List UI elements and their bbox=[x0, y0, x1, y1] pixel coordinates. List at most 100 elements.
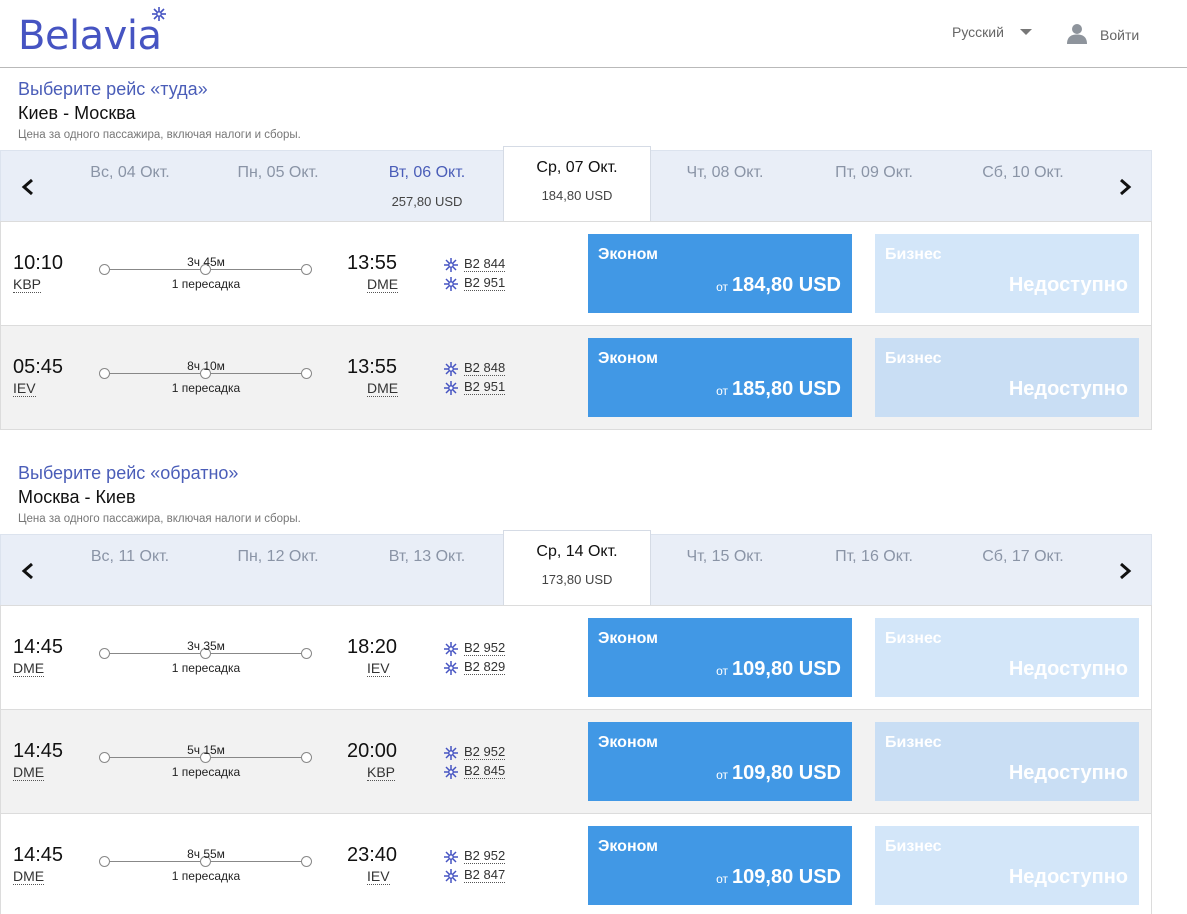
flight-duration: 8ч 55м bbox=[187, 847, 225, 861]
flight-number-link[interactable]: B2 952 bbox=[443, 743, 506, 762]
timeline-start-dot bbox=[99, 368, 110, 379]
arrival-airport-code[interactable]: IEV bbox=[367, 868, 390, 885]
departure-time: 05:45 bbox=[13, 356, 64, 378]
flight-number-link[interactable]: B2 845 bbox=[443, 762, 506, 781]
date-tab[interactable]: Пт, 09 Окт. bbox=[835, 164, 913, 181]
flight-number-link[interactable]: B2 844 bbox=[443, 255, 506, 274]
date-tab[interactable]: Сб, 10 Окт. bbox=[982, 164, 1064, 181]
flight-row[interactable]: 05:45 IEV 8ч 10м 1 пересадка 13:55 DME B… bbox=[1, 325, 1151, 429]
outbound-title: Выберите рейс «туда» bbox=[18, 79, 208, 99]
departure-airport-code[interactable]: DME bbox=[13, 660, 45, 677]
arrival-time: 23:40 bbox=[347, 844, 398, 866]
business-fare-button: Бизнес Недоступно bbox=[875, 338, 1139, 417]
price-note: Цена за одного пассажира, включая налоги… bbox=[18, 129, 301, 141]
airline-snowflake-icon bbox=[443, 361, 459, 377]
date-tab[interactable]: Вс, 11 Окт. bbox=[90, 548, 170, 565]
flight-number-link[interactable]: B2 848 bbox=[443, 359, 506, 378]
flight-timeline: 5ч 15м 1 пересадка bbox=[99, 743, 313, 780]
airline-snowflake-icon bbox=[443, 257, 459, 273]
date-tab[interactable]: Сб, 17 Окт. bbox=[982, 548, 1064, 565]
chevron-left-icon[interactable] bbox=[18, 175, 38, 199]
airline-snowflake-icon bbox=[443, 764, 459, 780]
flight-timeline: 8ч 55м 1 пересадка bbox=[99, 847, 313, 884]
chevron-right-icon[interactable] bbox=[1115, 175, 1135, 199]
departure-airport-code[interactable]: IEV bbox=[13, 380, 36, 397]
timeline-start-dot bbox=[99, 856, 110, 867]
timeline-end-dot bbox=[301, 648, 312, 659]
departure-time: 14:45 bbox=[13, 844, 64, 866]
arrival-airport-code[interactable]: DME bbox=[367, 380, 399, 397]
outbound-route: Киев - Москва bbox=[18, 103, 136, 123]
departure-airport-code[interactable]: KBP bbox=[13, 276, 42, 293]
stops-count: 1 пересадка bbox=[171, 381, 241, 395]
language-label: Русский bbox=[952, 24, 1004, 40]
outbound-flight-list: 10:10 KBP 3ч 45м 1 пересадка 13:55 DME B… bbox=[0, 221, 1152, 430]
fare-class-label: Бизнес bbox=[885, 734, 942, 751]
chevron-left-icon[interactable] bbox=[18, 559, 38, 583]
fare-price: от 109,80 USD bbox=[716, 658, 841, 680]
inbound-section: Выберите рейс «обратно» Москва - Киев Це… bbox=[18, 462, 1170, 526]
flight-row[interactable]: 14:45 DME 8ч 55м 1 пересадка 23:40 IEV B… bbox=[1, 813, 1151, 914]
date-price: 184,80 USD bbox=[541, 188, 613, 203]
fare-class-label: Бизнес bbox=[885, 838, 942, 855]
snowflake-logo-icon bbox=[151, 6, 167, 27]
economy-fare-button[interactable]: Эконом от 184,80 USD bbox=[588, 234, 852, 313]
departure-airport-code[interactable]: DME bbox=[13, 868, 45, 885]
login-label: Войти bbox=[1100, 26, 1140, 43]
date-tab[interactable]: Пн, 05 Окт. bbox=[237, 164, 319, 181]
arrival-airport-code[interactable]: KBP bbox=[367, 764, 396, 781]
fare-class-label: Бизнес bbox=[885, 350, 942, 367]
fare-price: от 109,80 USD bbox=[716, 866, 841, 888]
date-tab[interactable]: Вт, 06 Окт. 257,80 USD bbox=[353, 151, 501, 223]
date-tab-selected[interactable]: Ср, 14 Окт. 173,80 USD bbox=[503, 530, 651, 607]
arrival-airport-code[interactable]: DME bbox=[367, 276, 399, 293]
fare-class-label: Эконом bbox=[598, 734, 659, 751]
language-selector[interactable]: Русский bbox=[952, 24, 1032, 40]
flight-row[interactable]: 14:45 DME 3ч 35м 1 пересадка 18:20 IEV B… bbox=[1, 605, 1151, 709]
timeline-transfer-dot bbox=[200, 752, 211, 763]
flight-number-link[interactable]: B2 951 bbox=[443, 274, 506, 293]
stops-count: 1 пересадка bbox=[171, 277, 241, 291]
flight-number-link[interactable]: B2 952 bbox=[443, 847, 506, 866]
flight-numbers: B2 952 B2 845 bbox=[443, 743, 506, 781]
departure-airport-code[interactable]: DME bbox=[13, 764, 45, 781]
flight-duration: 3ч 35м bbox=[187, 639, 225, 653]
economy-fare-button[interactable]: Эконом от 109,80 USD bbox=[588, 722, 852, 801]
flight-row[interactable]: 14:45 DME 5ч 15м 1 пересадка 20:00 KBP B… bbox=[1, 709, 1151, 813]
timeline-end-dot bbox=[301, 368, 312, 379]
date-tab-selected[interactable]: Ср, 07 Окт. 184,80 USD bbox=[503, 146, 651, 223]
flight-duration: 5ч 15м bbox=[187, 743, 225, 757]
stops-count: 1 пересадка bbox=[171, 869, 241, 883]
business-fare-button: Бизнес Недоступно bbox=[875, 826, 1139, 905]
flight-row[interactable]: 10:10 KBP 3ч 45м 1 пересадка 13:55 DME B… bbox=[1, 221, 1151, 325]
airline-snowflake-icon bbox=[443, 868, 459, 884]
date-tab[interactable]: Пт, 16 Окт. bbox=[835, 548, 913, 565]
date-tab[interactable]: Чт, 08 Окт. bbox=[686, 164, 764, 181]
flight-number-link[interactable]: B2 847 bbox=[443, 866, 506, 885]
timeline-start-dot bbox=[99, 648, 110, 659]
flight-number-link[interactable]: B2 829 bbox=[443, 658, 506, 677]
chevron-right-icon[interactable] bbox=[1115, 559, 1135, 583]
date-tab[interactable]: Вс, 04 Окт. bbox=[90, 164, 170, 181]
arrival-time: 20:00 bbox=[347, 740, 398, 762]
timeline-start-dot bbox=[99, 264, 110, 275]
flight-numbers: B2 952 B2 829 bbox=[443, 639, 506, 677]
flight-numbers: B2 952 B2 847 bbox=[443, 847, 506, 885]
date-tab[interactable]: Вт, 13 Окт. bbox=[388, 548, 466, 565]
economy-fare-button[interactable]: Эконом от 109,80 USD bbox=[588, 826, 852, 905]
date-tab[interactable]: Пн, 12 Окт. bbox=[237, 548, 319, 565]
fare-price: от 109,80 USD bbox=[716, 762, 841, 784]
belavia-logo[interactable]: Belavia bbox=[18, 7, 166, 58]
flight-number-link[interactable]: B2 952 bbox=[443, 639, 506, 658]
login-button[interactable]: Войти bbox=[1066, 22, 1139, 47]
arrival-airport-code[interactable]: IEV bbox=[367, 660, 390, 677]
economy-fare-button[interactable]: Эконом от 109,80 USD bbox=[588, 618, 852, 697]
timeline-end-dot bbox=[301, 752, 312, 763]
flight-number-link[interactable]: B2 951 bbox=[443, 378, 506, 397]
fare-class-label: Эконом bbox=[598, 246, 659, 263]
airline-snowflake-icon bbox=[443, 641, 459, 657]
arrival-time: 13:55 bbox=[347, 252, 398, 274]
economy-fare-button[interactable]: Эконом от 185,80 USD bbox=[588, 338, 852, 417]
date-tab[interactable]: Чт, 15 Окт. bbox=[686, 548, 764, 565]
timeline-transfer-dot bbox=[200, 264, 211, 275]
